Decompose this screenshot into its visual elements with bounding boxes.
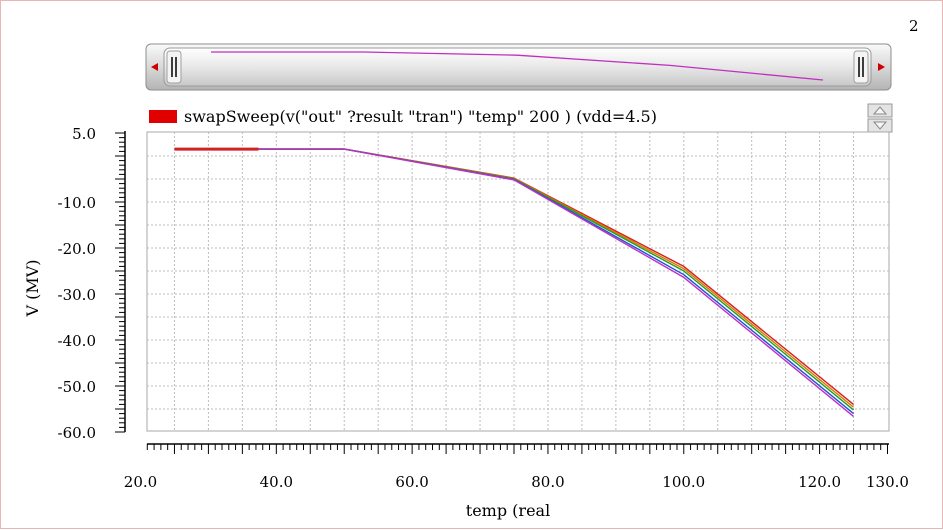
x-tick-label: 60.0 bbox=[395, 473, 428, 491]
trace-stack-buttons[interactable] bbox=[867, 103, 893, 133]
y-tick-label: -50.0 bbox=[58, 378, 96, 396]
x-tick-label: 130.0 bbox=[866, 473, 909, 491]
x-tick-label: 40.0 bbox=[260, 473, 293, 491]
grip-icon bbox=[171, 57, 177, 77]
scroll-left-button[interactable] bbox=[147, 45, 165, 89]
grid bbox=[146, 131, 890, 432]
triangle-up-icon bbox=[872, 106, 888, 115]
axes bbox=[115, 131, 889, 454]
x-tick-label: 120.0 bbox=[798, 473, 841, 491]
triangle-down-icon bbox=[872, 121, 888, 130]
scroll-thumb[interactable] bbox=[163, 47, 872, 87]
y-axis-title: V (MV) bbox=[23, 259, 42, 317]
grip-icon bbox=[858, 57, 864, 77]
tick-labels: 5.0 -10.0 -20.0 -30.0 -40.0 -50.0 -60.0 20.0 40.… bbox=[58, 125, 909, 491]
y-tick-label: -30.0 bbox=[58, 286, 96, 304]
overview-scrollbar[interactable] bbox=[145, 43, 892, 91]
triangle-right-icon bbox=[878, 63, 885, 71]
triangle-left-icon bbox=[151, 63, 158, 71]
scroll-right-button[interactable] bbox=[872, 45, 890, 89]
x-axis-title: temp (real bbox=[466, 501, 550, 520]
page-number: 2 bbox=[909, 17, 919, 35]
x-tick-label: 100.0 bbox=[662, 473, 705, 491]
y-tick-label: -10.0 bbox=[58, 194, 96, 212]
thumb-left-handle[interactable] bbox=[166, 50, 182, 84]
x-tick-label: 80.0 bbox=[531, 473, 564, 491]
y-tick-label: -40.0 bbox=[58, 332, 96, 350]
plot-area[interactable] bbox=[174, 147, 854, 417]
plot-frame bbox=[146, 131, 890, 432]
y-tick-label: -20.0 bbox=[58, 240, 96, 258]
thumb-right-handle[interactable] bbox=[853, 50, 869, 84]
legend-swatch bbox=[149, 110, 177, 123]
overview-trace bbox=[211, 51, 824, 81]
x-tick-label: 20.0 bbox=[124, 473, 157, 491]
series-line-5[interactable] bbox=[174, 148, 854, 417]
legend-label[interactable]: swapSweep(v("out" ?result "tran") "temp"… bbox=[184, 107, 657, 126]
y-tick-label: -60.0 bbox=[58, 424, 96, 442]
y-tick-label: 5.0 bbox=[72, 125, 96, 143]
